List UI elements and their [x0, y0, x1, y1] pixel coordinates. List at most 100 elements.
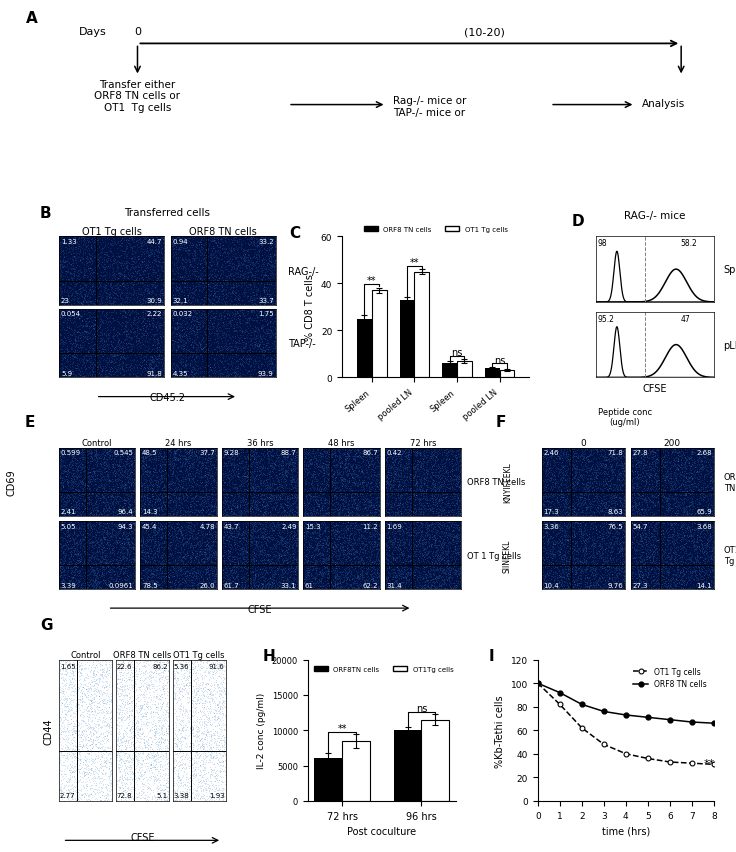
Point — [269, 230, 280, 244]
Point — [435, 503, 447, 516]
Point — [79, 717, 91, 730]
Point — [56, 719, 68, 733]
Point — [104, 555, 116, 568]
Point — [197, 457, 209, 470]
Point — [124, 469, 135, 483]
Point — [71, 712, 82, 726]
Point — [183, 782, 194, 796]
Point — [90, 449, 102, 463]
Point — [639, 451, 651, 464]
Point — [78, 751, 90, 765]
Point — [138, 553, 150, 567]
Point — [138, 653, 150, 667]
Point — [80, 544, 92, 557]
Point — [568, 547, 580, 561]
Point — [250, 238, 261, 251]
Point — [680, 579, 692, 593]
Point — [705, 474, 717, 487]
Point — [187, 662, 199, 676]
Point — [167, 495, 179, 509]
Text: Peptide conc
(ug/ml): Peptide conc (ug/ml) — [598, 407, 652, 427]
Point — [213, 371, 224, 384]
Point — [202, 516, 213, 530]
Point — [273, 550, 285, 564]
Point — [174, 332, 185, 346]
Point — [60, 577, 72, 590]
Point — [449, 567, 461, 581]
Point — [216, 297, 227, 311]
Point — [318, 553, 330, 567]
Point — [149, 465, 160, 479]
Point — [454, 498, 466, 512]
Point — [111, 353, 123, 366]
Point — [139, 316, 151, 330]
Point — [631, 457, 643, 470]
Point — [208, 474, 219, 487]
Point — [228, 491, 240, 504]
Point — [171, 525, 183, 538]
Point — [90, 466, 102, 480]
Point — [319, 561, 330, 575]
Point — [54, 663, 66, 676]
Point — [319, 484, 330, 498]
Point — [93, 671, 105, 685]
Point — [219, 786, 230, 799]
Point — [439, 463, 451, 477]
Point — [54, 241, 66, 255]
Point — [328, 505, 340, 519]
Point — [539, 446, 551, 460]
Point — [680, 500, 692, 514]
Point — [173, 742, 185, 756]
Point — [580, 480, 592, 493]
Point — [154, 785, 166, 798]
Point — [603, 540, 615, 554]
Point — [447, 475, 459, 488]
Point — [69, 286, 81, 300]
Point — [119, 258, 131, 272]
Point — [452, 575, 464, 589]
Point — [543, 576, 555, 590]
Point — [250, 262, 262, 276]
Point — [384, 446, 396, 459]
Point — [62, 312, 74, 325]
Point — [205, 768, 217, 781]
Point — [407, 476, 419, 490]
Point — [75, 232, 87, 245]
Point — [124, 775, 136, 789]
Point — [392, 467, 404, 481]
Point — [245, 532, 257, 545]
Point — [633, 454, 645, 468]
Point — [84, 484, 96, 498]
Point — [94, 560, 106, 573]
Point — [139, 738, 151, 751]
Point — [63, 322, 74, 336]
Point — [578, 488, 590, 502]
Point — [267, 444, 279, 458]
Point — [345, 516, 357, 530]
Point — [453, 486, 464, 500]
Point — [55, 768, 67, 781]
Point — [64, 692, 76, 705]
Point — [347, 537, 359, 550]
Point — [136, 327, 148, 341]
Point — [399, 552, 411, 566]
Point — [63, 273, 75, 287]
Point — [684, 523, 696, 537]
Point — [149, 463, 161, 476]
Point — [339, 554, 351, 567]
Point — [96, 458, 107, 471]
Point — [205, 316, 217, 330]
Point — [190, 333, 202, 347]
Point — [638, 558, 650, 572]
Point — [266, 250, 277, 263]
Point — [216, 494, 228, 508]
Point — [127, 515, 139, 529]
Point — [191, 452, 203, 465]
Point — [256, 335, 268, 348]
Point — [103, 660, 115, 674]
Point — [173, 741, 185, 755]
Point — [626, 475, 638, 489]
Point — [626, 538, 637, 551]
Point — [111, 467, 123, 481]
Point — [272, 564, 284, 578]
